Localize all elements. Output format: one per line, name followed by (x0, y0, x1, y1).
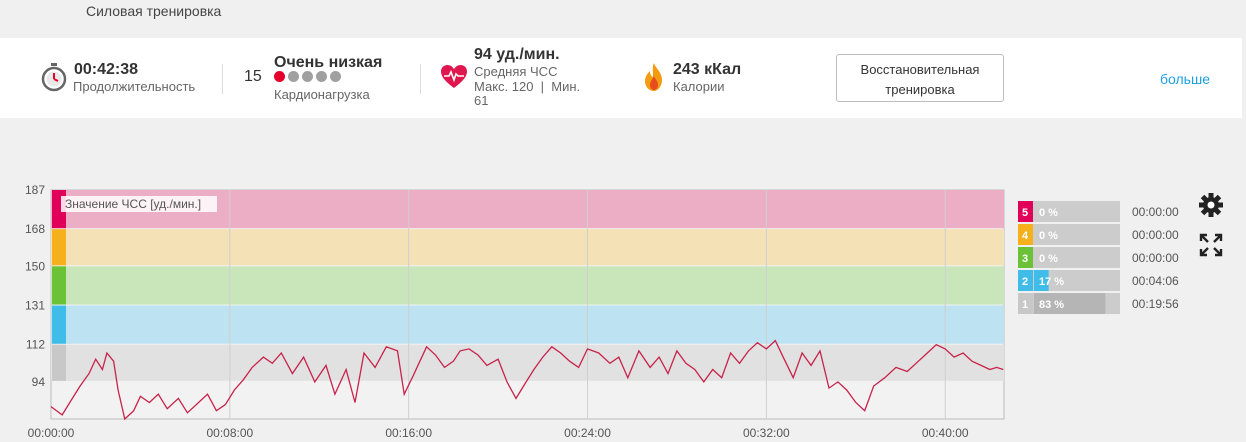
training-type-button[interactable]: Восстановительная тренировка (836, 54, 1004, 102)
cardio-level: Очень низкая (274, 54, 383, 71)
zone-summary-bg-2 (1018, 270, 1120, 291)
summary-card (0, 38, 1242, 118)
zone-summary-bar-1 (1034, 293, 1106, 314)
flame-icon (645, 63, 662, 91)
y-tick-label: 94 (32, 375, 46, 389)
heart-icon (441, 65, 467, 88)
more-link[interactable]: больше (1160, 71, 1210, 87)
cardio-label: Кардионагрузка (274, 87, 370, 102)
page-title: Силовая тренировка (86, 3, 222, 19)
zone-summary-number: 3 (1022, 253, 1028, 265)
chart-legend-label: Значение ЧСС [уд./мин.] (65, 197, 201, 211)
zone-summary-swatch-2 (1018, 270, 1033, 291)
zone-band-3 (51, 266, 1004, 305)
cardio-dot (330, 71, 341, 82)
expand-icon (1199, 233, 1223, 257)
divider (222, 64, 223, 94)
zone-summary-bg-4 (1018, 224, 1120, 245)
zone-summary-time: 00:00:00 (1132, 228, 1179, 242)
x-tick-label: 00:08:00 (206, 426, 253, 440)
zone-band-1 (51, 344, 1004, 381)
zone-summary-bg-5 (1018, 201, 1120, 222)
zone-band-2 (51, 305, 1004, 344)
x-tick-label: 00:32:00 (743, 426, 790, 440)
zone-summary-number: 1 (1022, 299, 1028, 311)
gear-icon (1199, 193, 1223, 217)
zone-summary-swatch-1 (1018, 293, 1033, 314)
zone-summary-percent: 0 % (1039, 253, 1058, 265)
cardio-dot (274, 71, 285, 82)
zone-marker-4 (52, 229, 66, 266)
cardio-dot (302, 71, 313, 82)
zone-marker-1 (52, 344, 66, 381)
y-tick-label: 150 (25, 259, 45, 273)
settings-button[interactable] (1196, 190, 1226, 220)
y-tick-label: 187 (25, 185, 45, 197)
duration-value: 00:42:38 (74, 61, 139, 78)
zone-summary-percent: 17 % (1039, 276, 1064, 288)
zone-summary-percent: 0 % (1039, 207, 1058, 219)
hr-series-line (50, 339, 1004, 421)
zone-summary-number: 5 (1022, 207, 1028, 219)
hr-max-min: Макс. 120 | Мин. (474, 79, 581, 94)
hr-min-value: 61 (474, 93, 489, 108)
zone-summary-percent: 83 % (1039, 299, 1064, 311)
cardio-dot (316, 71, 327, 82)
zone-summary-number: 2 (1022, 276, 1028, 288)
y-tick-label: 112 (26, 338, 45, 352)
hr-chart: 187 168 150 131 112 94 00:00:00 00:08:00 00:16:0… (25, 185, 1179, 440)
zone-summary-time: 00:00:00 (1132, 205, 1179, 219)
zone-marker-3 (52, 266, 66, 305)
y-tick-label: 131 (25, 299, 45, 313)
x-tick-label: 00:16:00 (385, 426, 432, 440)
calories-label: Калории (673, 79, 725, 94)
chart-legend-bg (61, 196, 217, 212)
zone-summary-swatch-3 (1018, 247, 1033, 268)
x-tick-label: 00:40:00 (922, 426, 969, 440)
x-tick-label: 00:24:00 (564, 426, 611, 440)
zone-summary-time: 00:00:00 (1132, 251, 1179, 265)
zone-summary-number: 4 (1022, 230, 1029, 242)
duration-label: Продолжительность (73, 79, 196, 94)
x-tick-label: 00:00:00 (28, 426, 75, 440)
zone-summary-swatch-5 (1018, 201, 1033, 222)
zone-summary-percent: 0 % (1039, 230, 1058, 242)
fullscreen-button[interactable] (1196, 230, 1226, 260)
y-tick-label: 168 (25, 222, 45, 236)
divider (420, 64, 421, 94)
zone-summary-time: 00:19:56 (1132, 297, 1179, 311)
cardio-dot (288, 71, 299, 82)
calories-value: 243 кКал (673, 61, 742, 78)
hr-avg-value: 94 уд./мин. (474, 46, 560, 63)
cardio-score: 15 (244, 68, 262, 85)
zone-marker-2 (52, 305, 66, 344)
zone-summary-bg-3 (1018, 247, 1120, 268)
zone-band-4 (51, 229, 1004, 266)
hr-avg-label: Средняя ЧСС (474, 64, 558, 79)
zone-summary-bar-2 (1034, 270, 1049, 291)
zone-summary-time: 00:04:06 (1132, 274, 1179, 288)
zone-summary-swatch-4 (1018, 224, 1033, 245)
cardio-dots (274, 71, 341, 82)
stopwatch-icon (41, 63, 67, 92)
